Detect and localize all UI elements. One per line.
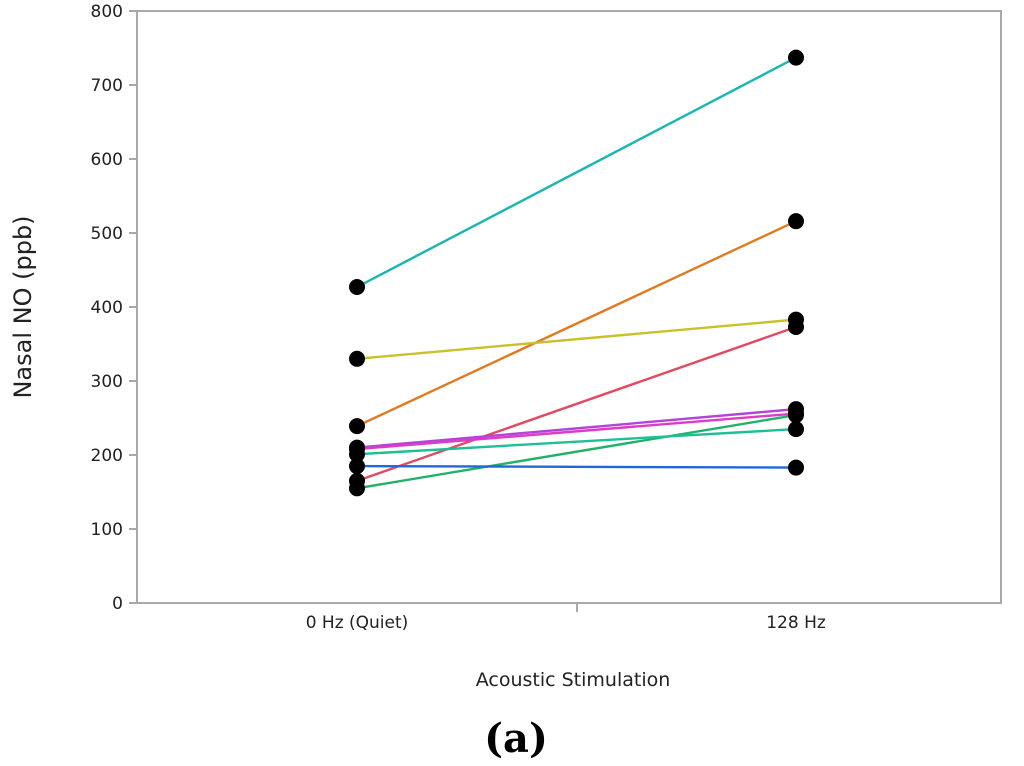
y-tick-label: 700 <box>91 76 123 96</box>
series-line-subject-1 <box>356 56 797 289</box>
series-line-subject-5 <box>356 407 797 449</box>
x-axis: 0 Hz (Quiet) 128 Hz <box>306 603 826 633</box>
data-point-subject-9 <box>788 459 804 476</box>
series-line-subject-4 <box>356 325 797 483</box>
data-point-subject-2 <box>349 418 365 435</box>
y-tick-label: 800 <box>91 2 123 22</box>
y-axis-title: Nasal NO (ppb) <box>9 215 37 398</box>
data-point-subject-1 <box>349 279 365 296</box>
series-line-subject-3 <box>356 318 797 360</box>
x-axis-title: Acoustic Stimulation <box>476 669 671 691</box>
y-tick-label: 400 <box>91 298 123 318</box>
y-tick-label: 500 <box>91 224 123 244</box>
y-axis: 0 100 200 300 400 500 600 700 800 <box>91 2 137 614</box>
series-lines <box>356 56 797 490</box>
data-point-subject-3 <box>349 350 365 367</box>
series-line-subject-7 <box>356 413 797 490</box>
plot-frame <box>136 10 1002 604</box>
series-points <box>349 49 804 497</box>
series-line-subject-8 <box>356 427 797 456</box>
y-tick-label: 300 <box>91 372 123 392</box>
y-tick-label: 600 <box>91 150 123 170</box>
panel-label: (a) <box>484 715 548 762</box>
x-tick-label: 0 Hz (Quiet) <box>306 613 409 633</box>
data-point-subject-9 <box>349 458 365 475</box>
x-tick-label: 128 Hz <box>766 613 826 633</box>
data-point-subject-8 <box>788 421 804 438</box>
series-line-subject-6 <box>356 412 797 451</box>
data-point-subject-4 <box>788 318 804 335</box>
y-tick-label: 0 <box>112 594 123 614</box>
series-line-subject-9 <box>356 464 797 469</box>
data-point-subject-7 <box>349 480 365 497</box>
data-point-subject-1 <box>788 49 804 66</box>
data-point-subject-2 <box>788 213 804 230</box>
y-tick-label: 200 <box>91 446 123 466</box>
data-point-subject-7 <box>788 407 804 424</box>
data-point-subject-8 <box>349 446 365 463</box>
series-line-subject-2 <box>356 220 797 428</box>
y-tick-label: 100 <box>91 520 123 540</box>
